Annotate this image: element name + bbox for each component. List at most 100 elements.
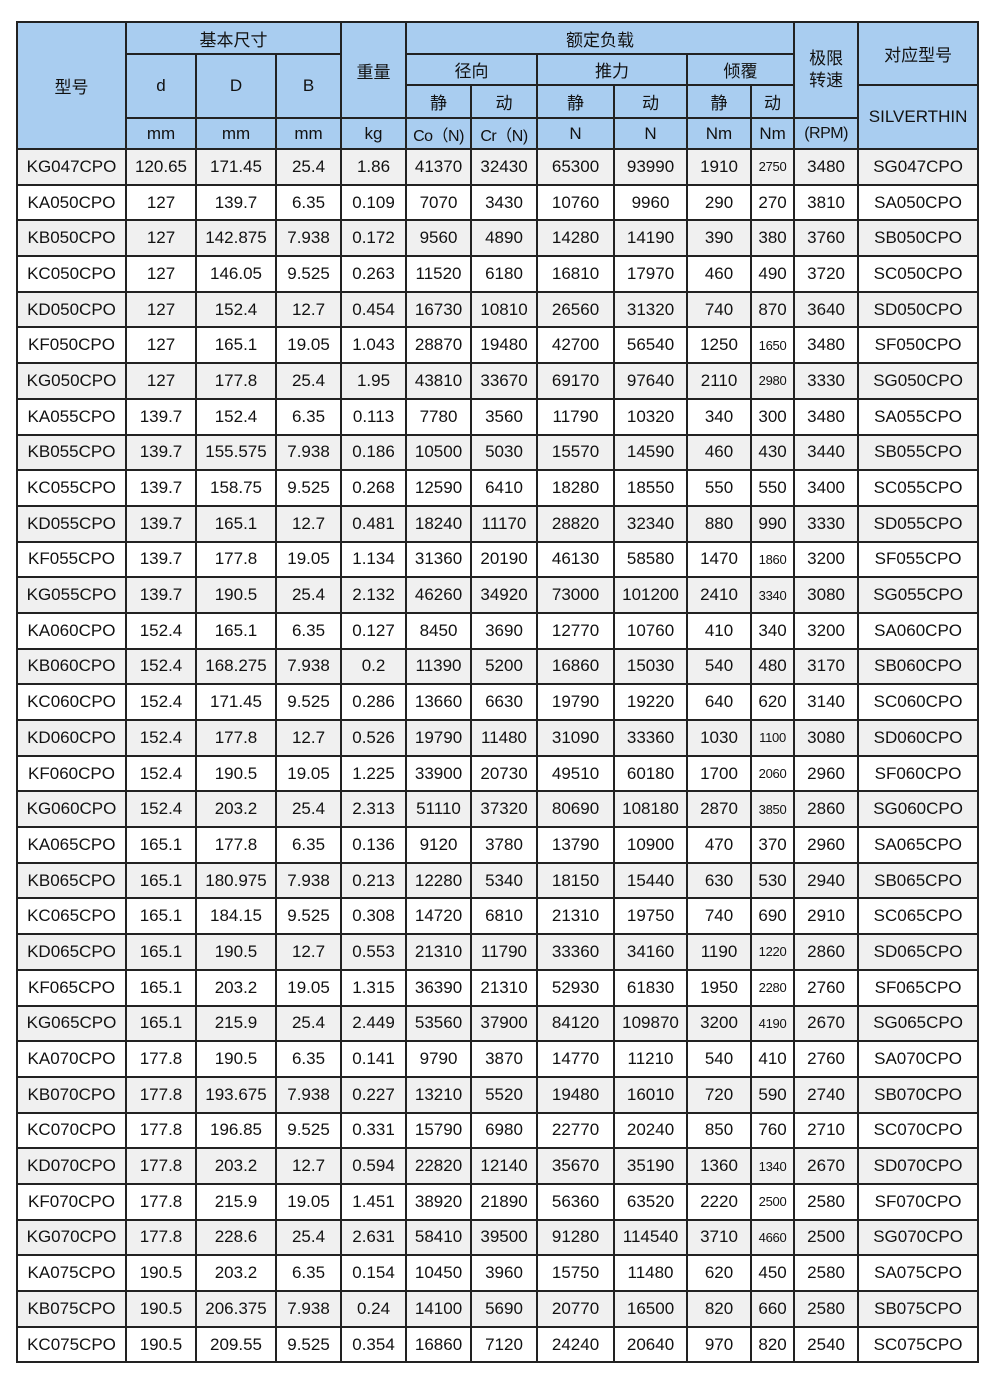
value-cell: 3440: [793, 433, 860, 472]
value-cell: 0.308: [340, 897, 408, 936]
value-cell: 9.525: [274, 1111, 343, 1150]
table-row: KA050CPO 127 139.7 6.35 0.109 7070 3430 10760 99…: [16, 183, 980, 222]
model-cell: KD050CPO: [16, 290, 127, 329]
equivalent-model-cell: SG047CPO: [857, 148, 980, 186]
value-cell: 12.7: [274, 290, 343, 329]
equivalent-model-cell: SC050CPO: [857, 255, 980, 293]
model-cell: KD055CPO: [16, 504, 127, 543]
value-cell: 53560: [405, 1004, 473, 1043]
table-row: KA075CPO 190.5 203.2 6.35 0.154 10450 3960 1575…: [16, 1254, 980, 1292]
header-unit: mm: [195, 117, 277, 150]
value-cell: 5690: [470, 1290, 539, 1328]
equivalent-model-cell: SA050CPO: [857, 183, 980, 222]
value-cell: 2.631: [340, 1218, 408, 1257]
equivalent-model-cell: SD050CPO: [857, 290, 980, 329]
value-cell: 340: [686, 397, 753, 436]
bearing-spec-table: 型号 基本尺寸 重量 额定负载 极限 转速 对应型号 d D B 径向 推力 倾…: [16, 21, 980, 1364]
value-cell: 0.454: [340, 290, 408, 329]
value-cell: 37900: [470, 1004, 539, 1043]
equivalent-model-cell: SG070CPO: [857, 1218, 980, 1257]
value-cell: 3200: [793, 540, 860, 579]
equivalent-model-cell: SB065CPO: [857, 861, 980, 900]
value-cell: 470: [686, 826, 753, 864]
value-cell: 171.45: [195, 148, 277, 186]
model-cell: KA065CPO: [16, 826, 127, 864]
value-cell: 25.4: [274, 790, 343, 829]
equivalent-model-cell: SF050CPO: [857, 326, 980, 365]
header-unit: mm: [125, 117, 197, 150]
equivalent-model-cell: SA075CPO: [857, 1254, 980, 1292]
value-cell: 7.938: [274, 861, 343, 900]
value-cell: 152.4: [125, 754, 197, 793]
equivalent-model-cell: SC075CPO: [857, 1325, 980, 1364]
value-cell: 31090: [536, 719, 616, 757]
value-cell: 139.7: [125, 504, 197, 543]
value-cell: 2410: [686, 576, 753, 614]
value-cell: 65300: [536, 148, 616, 186]
value-cell: 1.86: [340, 148, 408, 186]
model-cell: KG047CPO: [16, 148, 127, 186]
table-row: KG060CPO 152.4 203.2 25.4 2.313 51110 37320 806…: [16, 790, 980, 829]
value-cell: 8450: [405, 611, 473, 650]
value-cell: 0.481: [340, 504, 408, 543]
header-unit: mm: [274, 117, 343, 150]
model-cell: KD060CPO: [16, 719, 127, 757]
equivalent-model-cell: SF055CPO: [857, 540, 980, 579]
value-cell: 61830: [613, 968, 689, 1007]
header-unit: Nm: [750, 117, 796, 150]
header-moment-static: 静: [686, 84, 753, 119]
table-row: KF055CPO 139.7 177.8 19.05 1.134 31360 20190 46…: [16, 540, 980, 579]
value-cell: 139.7: [195, 183, 277, 222]
model-cell: KF050CPO: [16, 326, 127, 365]
equivalent-model-cell: SC065CPO: [857, 897, 980, 936]
value-cell: 9.525: [274, 683, 343, 721]
value-cell: 139.7: [125, 433, 197, 472]
value-cell: 34160: [613, 933, 689, 971]
value-cell: 31360: [405, 540, 473, 579]
value-cell: 2110: [686, 362, 753, 400]
value-cell: 3810: [793, 183, 860, 222]
value-cell: 660: [750, 1290, 796, 1328]
value-cell: 0.172: [340, 219, 408, 258]
value-cell: 300: [750, 397, 796, 436]
value-cell: 215.9: [195, 1182, 277, 1221]
value-cell: 28820: [536, 504, 616, 543]
value-cell: 15570: [536, 433, 616, 472]
value-cell: 93990: [613, 148, 689, 186]
value-cell: 15790: [405, 1111, 473, 1150]
value-cell: 14280: [536, 219, 616, 258]
value-cell: 6630: [470, 683, 539, 721]
value-cell: 11210: [613, 1040, 689, 1078]
value-cell: 4890: [470, 219, 539, 258]
value-cell: 33360: [536, 933, 616, 971]
value-cell: 2860: [793, 790, 860, 829]
value-cell: 540: [686, 1040, 753, 1078]
model-cell: KA070CPO: [16, 1040, 127, 1078]
equivalent-model-cell: SC060CPO: [857, 683, 980, 721]
value-cell: 7.938: [274, 433, 343, 472]
value-cell: 490: [750, 255, 796, 293]
model-cell: KG055CPO: [16, 576, 127, 614]
value-cell: 11480: [613, 1254, 689, 1292]
table-row: KD065CPO 165.1 190.5 12.7 0.553 21310 11790 333…: [16, 933, 980, 971]
value-cell: 7780: [405, 397, 473, 436]
value-cell: 690: [750, 897, 796, 936]
value-cell: 1950: [686, 968, 753, 1007]
value-cell: 2500: [750, 1182, 796, 1221]
value-cell: 18280: [536, 469, 616, 507]
model-cell: KF065CPO: [16, 968, 127, 1007]
value-cell: 0.154: [340, 1254, 408, 1292]
table-row: KC065CPO 165.1 184.15 9.525 0.308 14720 6810 21…: [16, 897, 980, 936]
value-cell: 20770: [536, 1290, 616, 1328]
value-cell: 19790: [536, 683, 616, 721]
equivalent-model-cell: SG055CPO: [857, 576, 980, 614]
value-cell: 3760: [793, 219, 860, 258]
value-cell: 1220: [750, 933, 796, 971]
table-row: KG070CPO 177.8 228.6 25.4 2.631 58410 39500 912…: [16, 1218, 980, 1257]
value-cell: 6180: [470, 255, 539, 293]
value-cell: 6810: [470, 897, 539, 936]
value-cell: 0.213: [340, 861, 408, 900]
value-cell: 10760: [613, 611, 689, 650]
value-cell: 620: [686, 1254, 753, 1292]
value-cell: 21310: [405, 933, 473, 971]
